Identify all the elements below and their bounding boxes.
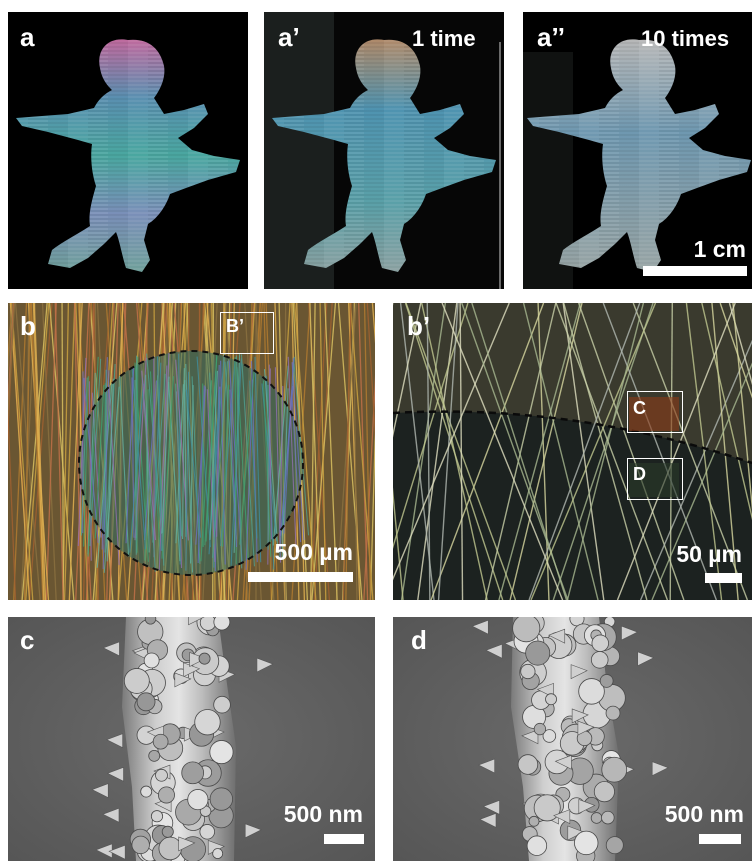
panel-a-prime: a’ 1 time [264,12,504,289]
fiber-closeup-micrograph [393,303,752,600]
sem-micrograph-fiber-c [8,617,375,861]
region-box-label: B’ [226,316,244,336]
region-box-c [627,391,683,433]
treatment-count-label: 10 times [641,26,730,51]
scale-bar-label: 50 µm [676,541,742,567]
scale-bar [248,572,353,582]
panel-label: a’’ [537,22,565,52]
region-box-label: C [633,398,646,418]
sem-micrograph-fiber-d [393,617,752,861]
panel-a: a [8,12,248,289]
panel-label: a [20,22,35,52]
scale-bar [643,266,747,276]
treatment-count-label: 1 time [412,26,476,51]
panel-b-prime: b’ C D 50 µm [393,303,752,600]
scale-bar [705,573,742,583]
scale-bar [699,834,741,844]
cherub-photo-original [8,12,248,289]
cherub-photo-after-10-times [523,12,752,289]
scale-bar-label: 500 nm [664,801,744,827]
scale-bar-label: 500 nm [283,801,363,827]
panel-c: c 500 nm [8,617,375,861]
fiber-array-micrograph [8,303,375,600]
panel-label: b’ [407,311,431,341]
panel-label: d [411,625,427,655]
panel-a-double-prime: a’’ 10 times 1 cm [523,12,752,289]
panel-label: a’ [278,22,300,52]
panel-label: b [20,311,36,341]
panel-d: d 500 nm [393,617,752,861]
cherub-photo-after-1-time [264,12,504,289]
region-box-b-prime [220,312,274,354]
scale-bar-label: 1 cm [693,236,746,262]
panel-label: c [20,625,35,655]
scale-bar-label: 500 µm [274,539,353,565]
region-box-label: D [633,464,646,484]
panel-b: b B’ 500 µm [8,303,375,600]
region-box-d [627,458,683,500]
scale-bar [324,834,364,844]
